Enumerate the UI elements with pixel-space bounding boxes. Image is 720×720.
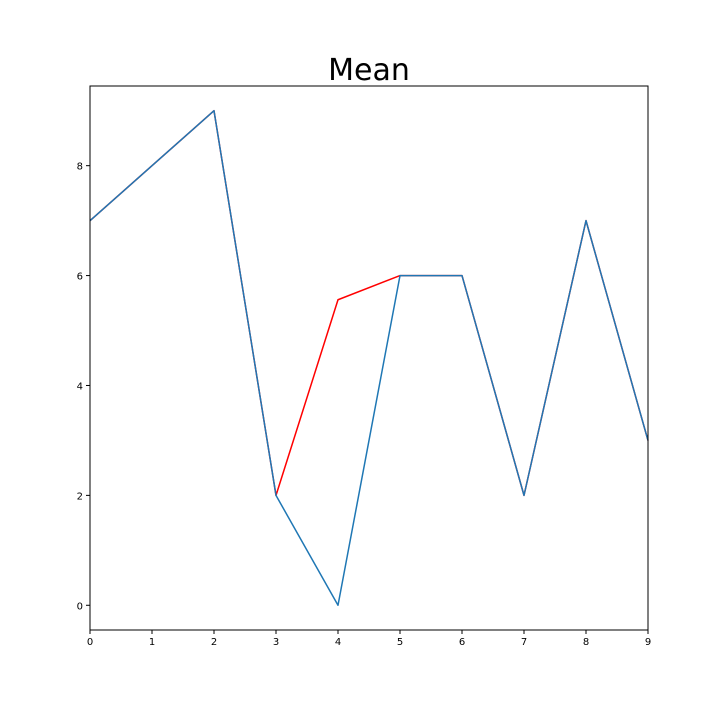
x-tick-label: 2: [211, 637, 217, 648]
plot-area: 0 1 2 3 4 5 6 7 8 9 0 2 4 6 8: [77, 109, 651, 648]
x-tick-label: 1: [149, 637, 155, 648]
x-tick-label: 3: [273, 637, 279, 648]
x-tick-label: 4: [335, 637, 341, 648]
series-line-blue: [89, 109, 649, 607]
axes-frame: [89, 85, 649, 631]
y-tick-label: 2: [77, 491, 83, 502]
x-tick-label: 7: [521, 637, 527, 648]
y-tick-label: 8: [77, 162, 83, 173]
x-tick-label: 9: [645, 637, 651, 648]
x-tick-label: 5: [397, 637, 403, 648]
y-tick-label: 0: [77, 601, 83, 612]
chart-title: Mean: [328, 53, 410, 88]
x-tick-label: 0: [87, 637, 93, 648]
y-tick-label: 6: [77, 272, 83, 283]
x-tick-label: 8: [583, 637, 589, 648]
x-tick-label: 6: [459, 637, 465, 648]
y-tick-label: 4: [77, 381, 83, 392]
